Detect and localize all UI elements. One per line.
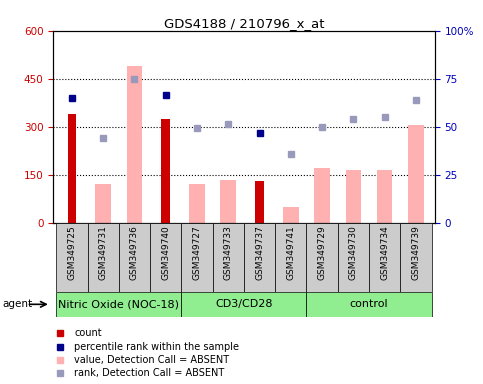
Bar bbox=[56, 292, 181, 317]
Text: GSM349731: GSM349731 bbox=[99, 225, 108, 280]
Text: Nitric Oxide (NOC-18): Nitric Oxide (NOC-18) bbox=[58, 299, 179, 310]
Bar bbox=[255, 181, 264, 223]
Bar bbox=[338, 223, 369, 292]
Bar bbox=[119, 223, 150, 292]
Bar bbox=[283, 207, 298, 223]
Text: GSM349737: GSM349737 bbox=[255, 225, 264, 280]
Bar bbox=[307, 223, 338, 292]
Bar bbox=[95, 184, 111, 223]
Bar bbox=[314, 168, 330, 223]
Bar bbox=[275, 223, 307, 292]
Bar bbox=[307, 292, 432, 317]
Text: CD3/CD28: CD3/CD28 bbox=[215, 299, 273, 310]
Bar bbox=[56, 223, 87, 292]
Text: GSM349733: GSM349733 bbox=[224, 225, 233, 280]
Text: GSM349739: GSM349739 bbox=[412, 225, 420, 280]
Text: control: control bbox=[350, 299, 388, 310]
Text: GSM349736: GSM349736 bbox=[130, 225, 139, 280]
Bar bbox=[213, 223, 244, 292]
Bar bbox=[244, 223, 275, 292]
Bar bbox=[68, 114, 76, 223]
Bar bbox=[161, 119, 170, 223]
Bar bbox=[150, 223, 181, 292]
Text: GSM349725: GSM349725 bbox=[68, 225, 76, 280]
Bar bbox=[400, 223, 432, 292]
Text: rank, Detection Call = ABSENT: rank, Detection Call = ABSENT bbox=[74, 368, 225, 379]
Text: GSM349741: GSM349741 bbox=[286, 225, 295, 280]
Text: value, Detection Call = ABSENT: value, Detection Call = ABSENT bbox=[74, 355, 229, 365]
Bar bbox=[127, 66, 142, 223]
Bar bbox=[369, 223, 400, 292]
Text: GSM349729: GSM349729 bbox=[318, 225, 327, 280]
Text: agent: agent bbox=[2, 299, 32, 310]
Bar bbox=[181, 292, 307, 317]
Text: GSM349740: GSM349740 bbox=[161, 225, 170, 280]
Text: GSM349730: GSM349730 bbox=[349, 225, 358, 280]
Bar bbox=[377, 170, 393, 223]
Text: GSM349727: GSM349727 bbox=[193, 225, 201, 280]
Bar bbox=[181, 223, 213, 292]
Text: GSM349734: GSM349734 bbox=[380, 225, 389, 280]
Bar bbox=[87, 223, 119, 292]
Title: GDS4188 / 210796_x_at: GDS4188 / 210796_x_at bbox=[164, 17, 324, 30]
Bar bbox=[220, 180, 236, 223]
Bar bbox=[189, 184, 205, 223]
Bar bbox=[345, 170, 361, 223]
Text: count: count bbox=[74, 328, 102, 338]
Text: percentile rank within the sample: percentile rank within the sample bbox=[74, 341, 239, 352]
Bar bbox=[408, 125, 424, 223]
